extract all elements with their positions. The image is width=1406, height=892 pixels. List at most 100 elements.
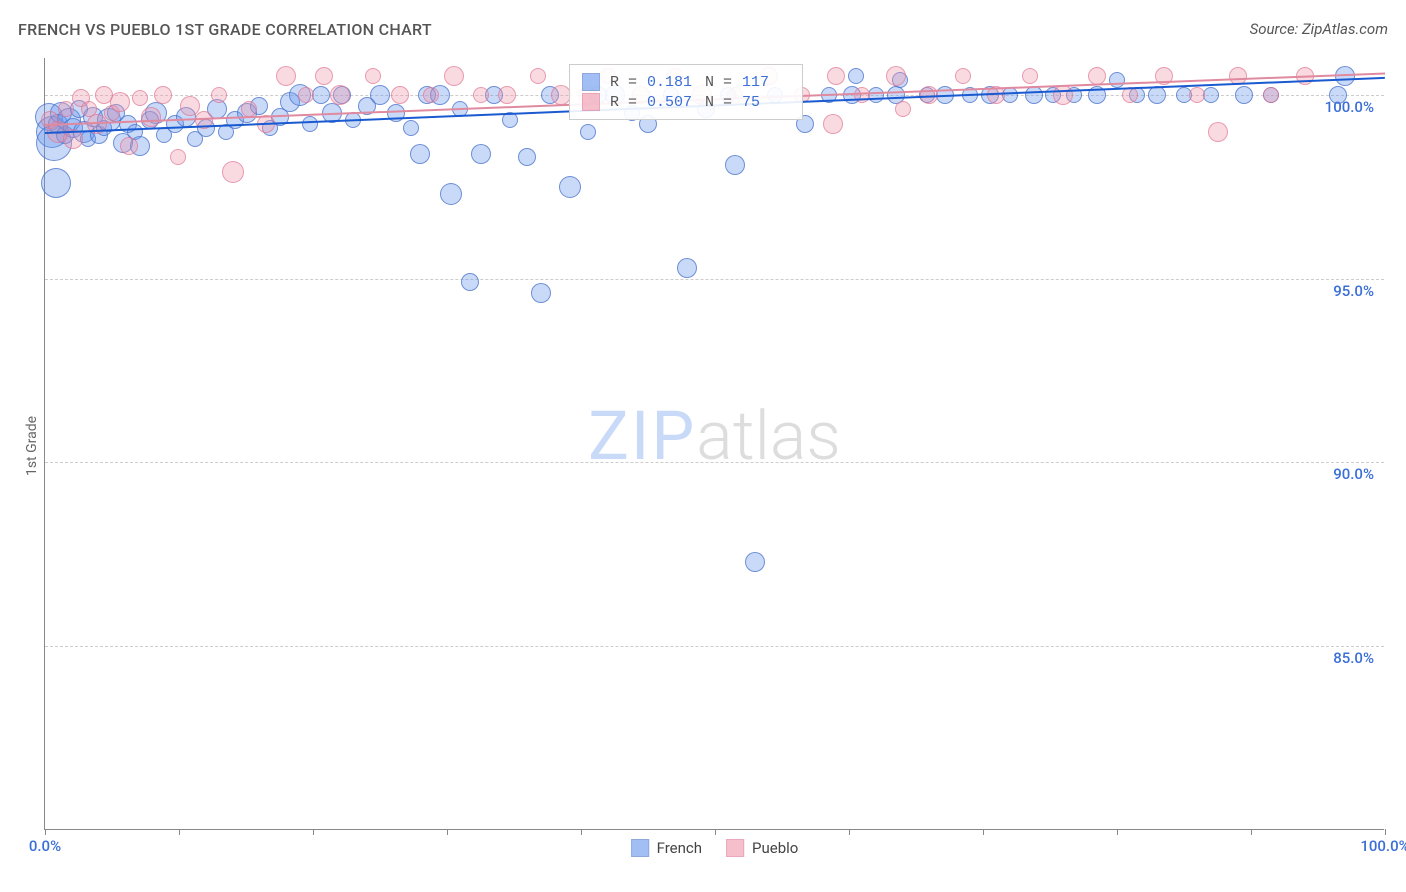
data-point-pueblo bbox=[141, 107, 161, 127]
data-point-french bbox=[745, 552, 765, 572]
x-tick-mark bbox=[715, 829, 716, 835]
data-point-pueblo bbox=[423, 87, 439, 103]
legend-item-pueblo: Pueblo bbox=[726, 839, 798, 857]
data-point-french bbox=[403, 120, 419, 136]
data-point-pueblo bbox=[58, 101, 74, 117]
data-point-pueblo bbox=[895, 101, 911, 117]
data-point-french bbox=[312, 86, 330, 104]
legend-label-french: French bbox=[657, 839, 702, 857]
r-value-pueblo: 0.507 bbox=[647, 94, 695, 111]
legend-swatch-icon bbox=[631, 839, 649, 857]
n-label: N = bbox=[705, 74, 732, 91]
watermark: ZIPatlas bbox=[588, 396, 841, 476]
data-point-pueblo bbox=[365, 68, 381, 84]
data-point-french bbox=[1109, 72, 1125, 88]
data-point-pueblo bbox=[391, 86, 409, 104]
data-point-french bbox=[677, 258, 697, 278]
data-point-french bbox=[370, 85, 390, 105]
n-value-french: 117 bbox=[742, 74, 790, 91]
data-point-french bbox=[461, 273, 479, 291]
data-point-pueblo bbox=[120, 137, 138, 155]
x-tick-mark bbox=[179, 829, 180, 835]
x-tick-mark bbox=[849, 829, 850, 835]
gridline bbox=[45, 646, 1384, 647]
data-point-pueblo bbox=[222, 161, 244, 183]
correlation-legend: R = 0.181 N = 117 R = 0.507 N = 75 bbox=[569, 64, 803, 120]
data-point-french bbox=[1329, 86, 1347, 104]
data-point-french bbox=[41, 168, 71, 198]
x-tick-label: 0.0% bbox=[29, 837, 61, 855]
x-tick-mark bbox=[983, 829, 984, 835]
chart-title: FRENCH VS PUEBLO 1ST GRADE CORRELATION C… bbox=[18, 20, 432, 39]
data-point-french bbox=[1235, 86, 1253, 104]
gridline bbox=[45, 279, 1384, 280]
source-label: Source: ZipAtlas.com bbox=[1250, 20, 1388, 38]
watermark-bold: ZIP bbox=[588, 396, 696, 476]
data-point-pueblo bbox=[1208, 122, 1228, 142]
data-point-pueblo bbox=[170, 149, 186, 165]
y-tick-label: 85.0% bbox=[1333, 649, 1374, 667]
data-point-french bbox=[848, 68, 864, 84]
data-point-pueblo bbox=[315, 67, 333, 85]
data-point-pueblo bbox=[1053, 85, 1073, 105]
data-point-pueblo bbox=[823, 114, 843, 134]
r-label: R = bbox=[610, 94, 637, 111]
data-point-pueblo bbox=[498, 86, 516, 104]
data-point-pueblo bbox=[1263, 87, 1279, 103]
data-point-pueblo bbox=[886, 66, 906, 86]
chart-container: FRENCH VS PUEBLO 1ST GRADE CORRELATION C… bbox=[0, 0, 1406, 892]
data-point-french bbox=[410, 144, 430, 164]
data-point-french bbox=[580, 124, 596, 140]
data-point-pueblo bbox=[211, 87, 227, 103]
data-point-french bbox=[559, 176, 581, 198]
legend-item-french: French bbox=[631, 839, 702, 857]
data-point-pueblo bbox=[530, 68, 546, 84]
data-point-french bbox=[518, 148, 536, 166]
data-point-french bbox=[302, 116, 318, 132]
y-axis-label: 1st Grade bbox=[24, 416, 40, 476]
x-tick-mark bbox=[1251, 829, 1252, 835]
data-point-pueblo bbox=[1022, 68, 1038, 84]
data-point-french bbox=[471, 144, 491, 164]
data-point-french bbox=[1025, 86, 1043, 104]
data-point-french bbox=[725, 155, 745, 175]
x-tick-mark bbox=[447, 829, 448, 835]
x-tick-mark bbox=[313, 829, 314, 835]
n-value-pueblo: 75 bbox=[742, 94, 790, 111]
r-value-french: 0.181 bbox=[647, 74, 695, 91]
series-legend: French Pueblo bbox=[631, 839, 799, 857]
data-point-pueblo bbox=[110, 92, 130, 112]
data-point-pueblo bbox=[276, 66, 296, 86]
plot-area: ZIPatlas 85.0%90.0%95.0%100.0%0.0%100.0%… bbox=[44, 58, 1384, 830]
legend-swatch-pueblo bbox=[582, 93, 600, 111]
x-tick-label: 100.0% bbox=[1360, 837, 1406, 855]
data-point-pueblo bbox=[154, 86, 172, 104]
data-point-french bbox=[440, 183, 462, 205]
y-tick-label: 90.0% bbox=[1333, 465, 1374, 483]
data-point-pueblo bbox=[1189, 87, 1205, 103]
data-point-pueblo bbox=[180, 96, 200, 116]
y-tick-label: 95.0% bbox=[1333, 282, 1374, 300]
data-point-pueblo bbox=[330, 85, 350, 105]
x-tick-mark bbox=[1385, 829, 1386, 835]
legend-label-pueblo: Pueblo bbox=[752, 839, 798, 857]
data-point-pueblo bbox=[298, 87, 314, 103]
r-label: R = bbox=[610, 74, 637, 91]
data-point-pueblo bbox=[827, 67, 845, 85]
n-label: N = bbox=[705, 94, 732, 111]
data-point-pueblo bbox=[444, 66, 464, 86]
data-point-pueblo bbox=[955, 68, 971, 84]
x-tick-mark bbox=[45, 829, 46, 835]
watermark-light: atlas bbox=[696, 396, 841, 476]
data-point-pueblo bbox=[473, 87, 489, 103]
legend-row-pueblo: R = 0.507 N = 75 bbox=[582, 93, 790, 111]
legend-swatch-icon bbox=[726, 839, 744, 857]
data-point-french bbox=[531, 283, 551, 303]
x-tick-mark bbox=[581, 829, 582, 835]
legend-row-french: R = 0.181 N = 117 bbox=[582, 73, 790, 91]
data-point-pueblo bbox=[132, 90, 148, 106]
x-tick-mark bbox=[1117, 829, 1118, 835]
data-point-french bbox=[1335, 66, 1355, 86]
data-point-pueblo bbox=[551, 85, 571, 105]
legend-swatch-french bbox=[582, 73, 600, 91]
